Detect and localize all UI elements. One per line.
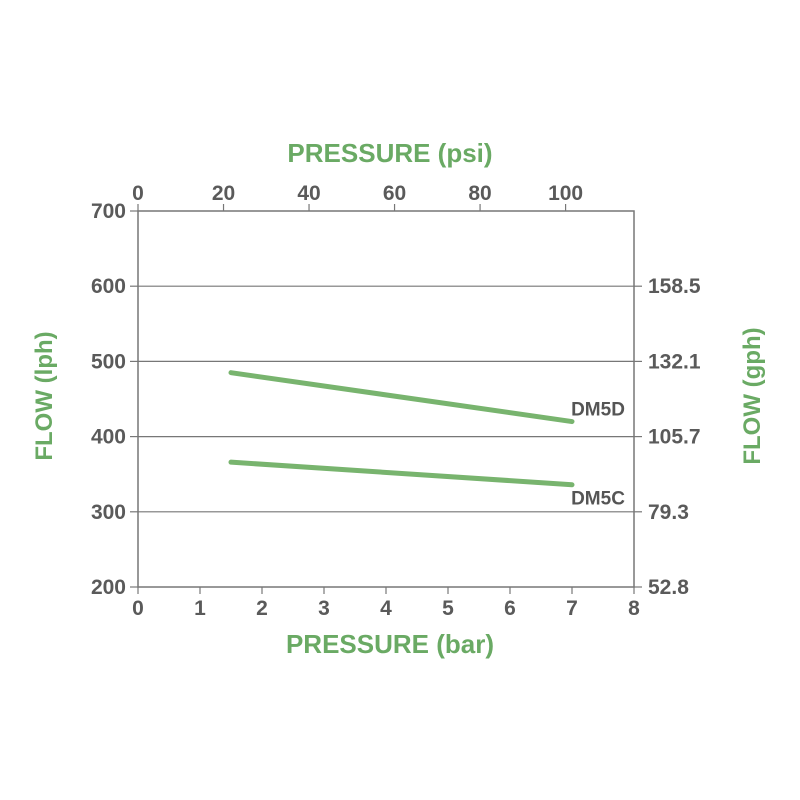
left-tick-label: 400: [91, 426, 126, 449]
series-line-dm5c: [228, 459, 575, 488]
left-axis-title: FLOW (lph): [31, 331, 58, 460]
left-tick-label: 600: [91, 275, 126, 298]
tick-layer: 20030040050060070052.879.3105.7132.1158.…: [91, 182, 701, 620]
top-tick-label: 40: [297, 182, 320, 205]
series-label-dm5d: DM5D: [571, 400, 625, 421]
right-tick-label: 105.7: [648, 426, 701, 449]
top-tick-label: 60: [383, 182, 406, 205]
left-tick-label: 200: [91, 576, 126, 599]
left-tick-label: 700: [91, 200, 126, 223]
series-line-dm5d: [228, 370, 575, 425]
grid-layer: [138, 285, 634, 513]
bottom-tick-label: 4: [380, 597, 392, 620]
right-tick-label: 132.1: [648, 350, 701, 373]
right-axis-title: FLOW (gph): [739, 327, 766, 464]
top-tick-label: 0: [132, 182, 144, 205]
bottom-tick-label: 1: [194, 597, 206, 620]
bottom-tick-label: 8: [628, 597, 640, 620]
left-tick-label: 300: [91, 501, 126, 524]
bottom-tick-label: 6: [504, 597, 516, 620]
right-tick-label: 158.5: [648, 275, 701, 298]
plot-frame: [137, 210, 635, 588]
bottom-tick-label: 2: [256, 597, 268, 620]
top-tick-label: 80: [468, 182, 491, 205]
top-tick-label: 20: [212, 182, 235, 205]
right-tick-label: 52.8: [648, 576, 689, 599]
bottom-tick-label: 0: [132, 597, 144, 620]
series-label-dm5c: DM5C: [571, 489, 625, 510]
left-tick-label: 500: [91, 350, 126, 373]
bottom-axis-title: PRESSURE (bar): [286, 629, 494, 659]
bottom-tick-label: 3: [318, 597, 330, 620]
series-layer: DM5D DM5C: [228, 370, 625, 510]
bottom-tick-label: 7: [566, 597, 578, 620]
bottom-tick-label: 5: [442, 597, 454, 620]
top-tick-label: 100: [548, 182, 583, 205]
right-tick-label: 79.3: [648, 501, 689, 524]
top-axis-title: PRESSURE (psi): [287, 138, 492, 168]
